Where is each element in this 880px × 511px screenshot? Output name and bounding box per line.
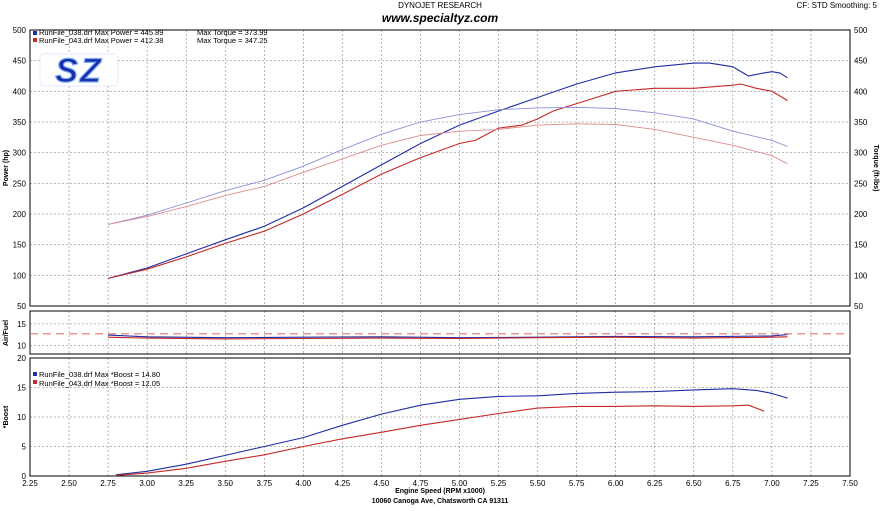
y-tick-label: 10 xyxy=(17,341,26,350)
boost-runfile-043-drf-line xyxy=(115,404,765,476)
y2-tick-label: 200 xyxy=(854,210,868,219)
y-tick-label: 0 xyxy=(22,472,27,481)
y2-tick-label: 150 xyxy=(854,241,868,250)
x-tick-label: 4.50 xyxy=(374,479,390,488)
y-tick-label: 250 xyxy=(13,179,27,188)
y2-tick-label: 450 xyxy=(854,57,868,66)
y2-tick-label: 350 xyxy=(854,118,868,127)
y-tick-label: 15 xyxy=(17,320,26,329)
legend-power-run043: RunFile_043.drf Max Power = 412.38 xyxy=(39,36,163,45)
sz-logo-text: SZ xyxy=(55,52,102,90)
x-tick-label: 6.00 xyxy=(608,479,624,488)
x-axis-label: Engine Speed (RPM x1000) xyxy=(395,488,485,495)
y-tick-label: 20 xyxy=(17,354,26,363)
y-tick-label: 5 xyxy=(22,443,27,452)
y-tick-label: 200 xyxy=(13,210,27,219)
legend-torque-run043: Max Torque = 347.25 xyxy=(197,36,268,45)
y-tick-label: 500 xyxy=(13,26,27,35)
header-run-info: CF: STD Smoothing: 5 xyxy=(797,1,878,10)
legend-power-run038: RunFile_038.drf Max Power = 445.89 xyxy=(39,28,163,37)
boost-legend-swatch-run043 xyxy=(33,380,37,384)
power-axis-label: Power (hp) xyxy=(3,150,10,186)
legend-swatch-run043 xyxy=(33,38,37,42)
y-tick-label: 350 xyxy=(13,118,27,127)
afr-panel xyxy=(29,310,851,355)
x-tick-label: 3.75 xyxy=(256,479,272,488)
x-tick-label: 4.00 xyxy=(296,479,312,488)
x-tick-label: 6.50 xyxy=(686,479,702,488)
x-tick-label: 4.75 xyxy=(413,479,429,488)
x-tick-label: 2.75 xyxy=(100,479,116,488)
y2-tick-label: 100 xyxy=(854,271,868,280)
grid-layer xyxy=(29,29,851,477)
legend-swatch-run038 xyxy=(33,31,37,35)
y2-tick-label: 400 xyxy=(854,87,868,96)
y-tick-label: 150 xyxy=(13,241,27,250)
x-tick-label: 3.50 xyxy=(217,479,233,488)
header-title: DYNOJET RESEARCH xyxy=(398,1,482,10)
header-website: www.specialtyz.com xyxy=(382,11,499,25)
x-tick-label: 2.50 xyxy=(61,479,77,488)
series-layer xyxy=(30,62,850,476)
y-tick-label: 50 xyxy=(17,302,26,311)
y-tick-label: 10 xyxy=(17,413,26,422)
boost-legend-run038: RunFile_038.drf Max *Boost = 14.80 xyxy=(39,370,160,379)
x-tick-label: 3.25 xyxy=(178,479,194,488)
power-torque-torque-runfile-038-drf-line xyxy=(107,106,788,225)
y-tick-label: 400 xyxy=(13,87,27,96)
x-tick-label: 5.25 xyxy=(491,479,507,488)
x-tick-label: 7.50 xyxy=(842,479,858,488)
legend-torque-run038: Max Torque = 373.99 xyxy=(197,28,268,37)
x-tick-label: 7.00 xyxy=(764,479,780,488)
x-tick-label: 5.75 xyxy=(569,479,585,488)
y-tick-label: 15 xyxy=(17,384,26,393)
y-tick-label: 450 xyxy=(13,57,27,66)
x-tick-label: 3.00 xyxy=(139,479,155,488)
power-torque-torque-runfile-043-drf-line xyxy=(108,123,788,225)
footer-address: 10060 Canoga Ave, Chatsworth CA 91311 xyxy=(372,498,509,505)
x-tick-label: 5.00 xyxy=(452,479,468,488)
power-torque-power-runfile-043-drf-line xyxy=(107,83,788,279)
tick-layer: 2.25 2.50 2.75 3.00 3.25 3.50 3.75 4.00 4.25 4.50… xyxy=(13,26,868,488)
x-tick-label: 6.75 xyxy=(725,479,741,488)
boost-legend-run043: RunFile_043.drf Max *Boost = 12.05 xyxy=(39,379,160,388)
x-tick-label: 7.25 xyxy=(803,479,819,488)
y2-tick-label: 500 xyxy=(854,26,868,35)
y2-tick-label: 300 xyxy=(854,149,868,158)
power-panel xyxy=(29,29,851,307)
y-tick-label: 100 xyxy=(13,271,27,280)
x-tick-label: 6.25 xyxy=(647,479,663,488)
boost-legend-swatch-run038 xyxy=(33,372,37,376)
x-tick-label: 4.25 xyxy=(335,479,351,488)
power-torque-power-runfile-038-drf-line xyxy=(107,62,788,279)
sz-logo: SZ xyxy=(39,51,119,91)
air-fuel-runfile-043-drf-line xyxy=(108,336,788,340)
afr-axis-label: Air/Fuel xyxy=(3,320,10,346)
x-tick-label: 5.50 xyxy=(530,479,546,488)
boost-axis-label: *Boost xyxy=(3,405,10,428)
y2-tick-label: 50 xyxy=(854,302,863,311)
y2-tick-label: 250 xyxy=(854,179,868,188)
air-fuel-runfile-038-drf-line xyxy=(108,334,788,339)
boost-runfile-038-drf-line xyxy=(115,388,788,476)
y-tick-label: 300 xyxy=(13,149,27,158)
torque-axis-label: Torque (ft-lbs) xyxy=(872,145,879,192)
x-tick-label: 2.25 xyxy=(22,479,38,488)
